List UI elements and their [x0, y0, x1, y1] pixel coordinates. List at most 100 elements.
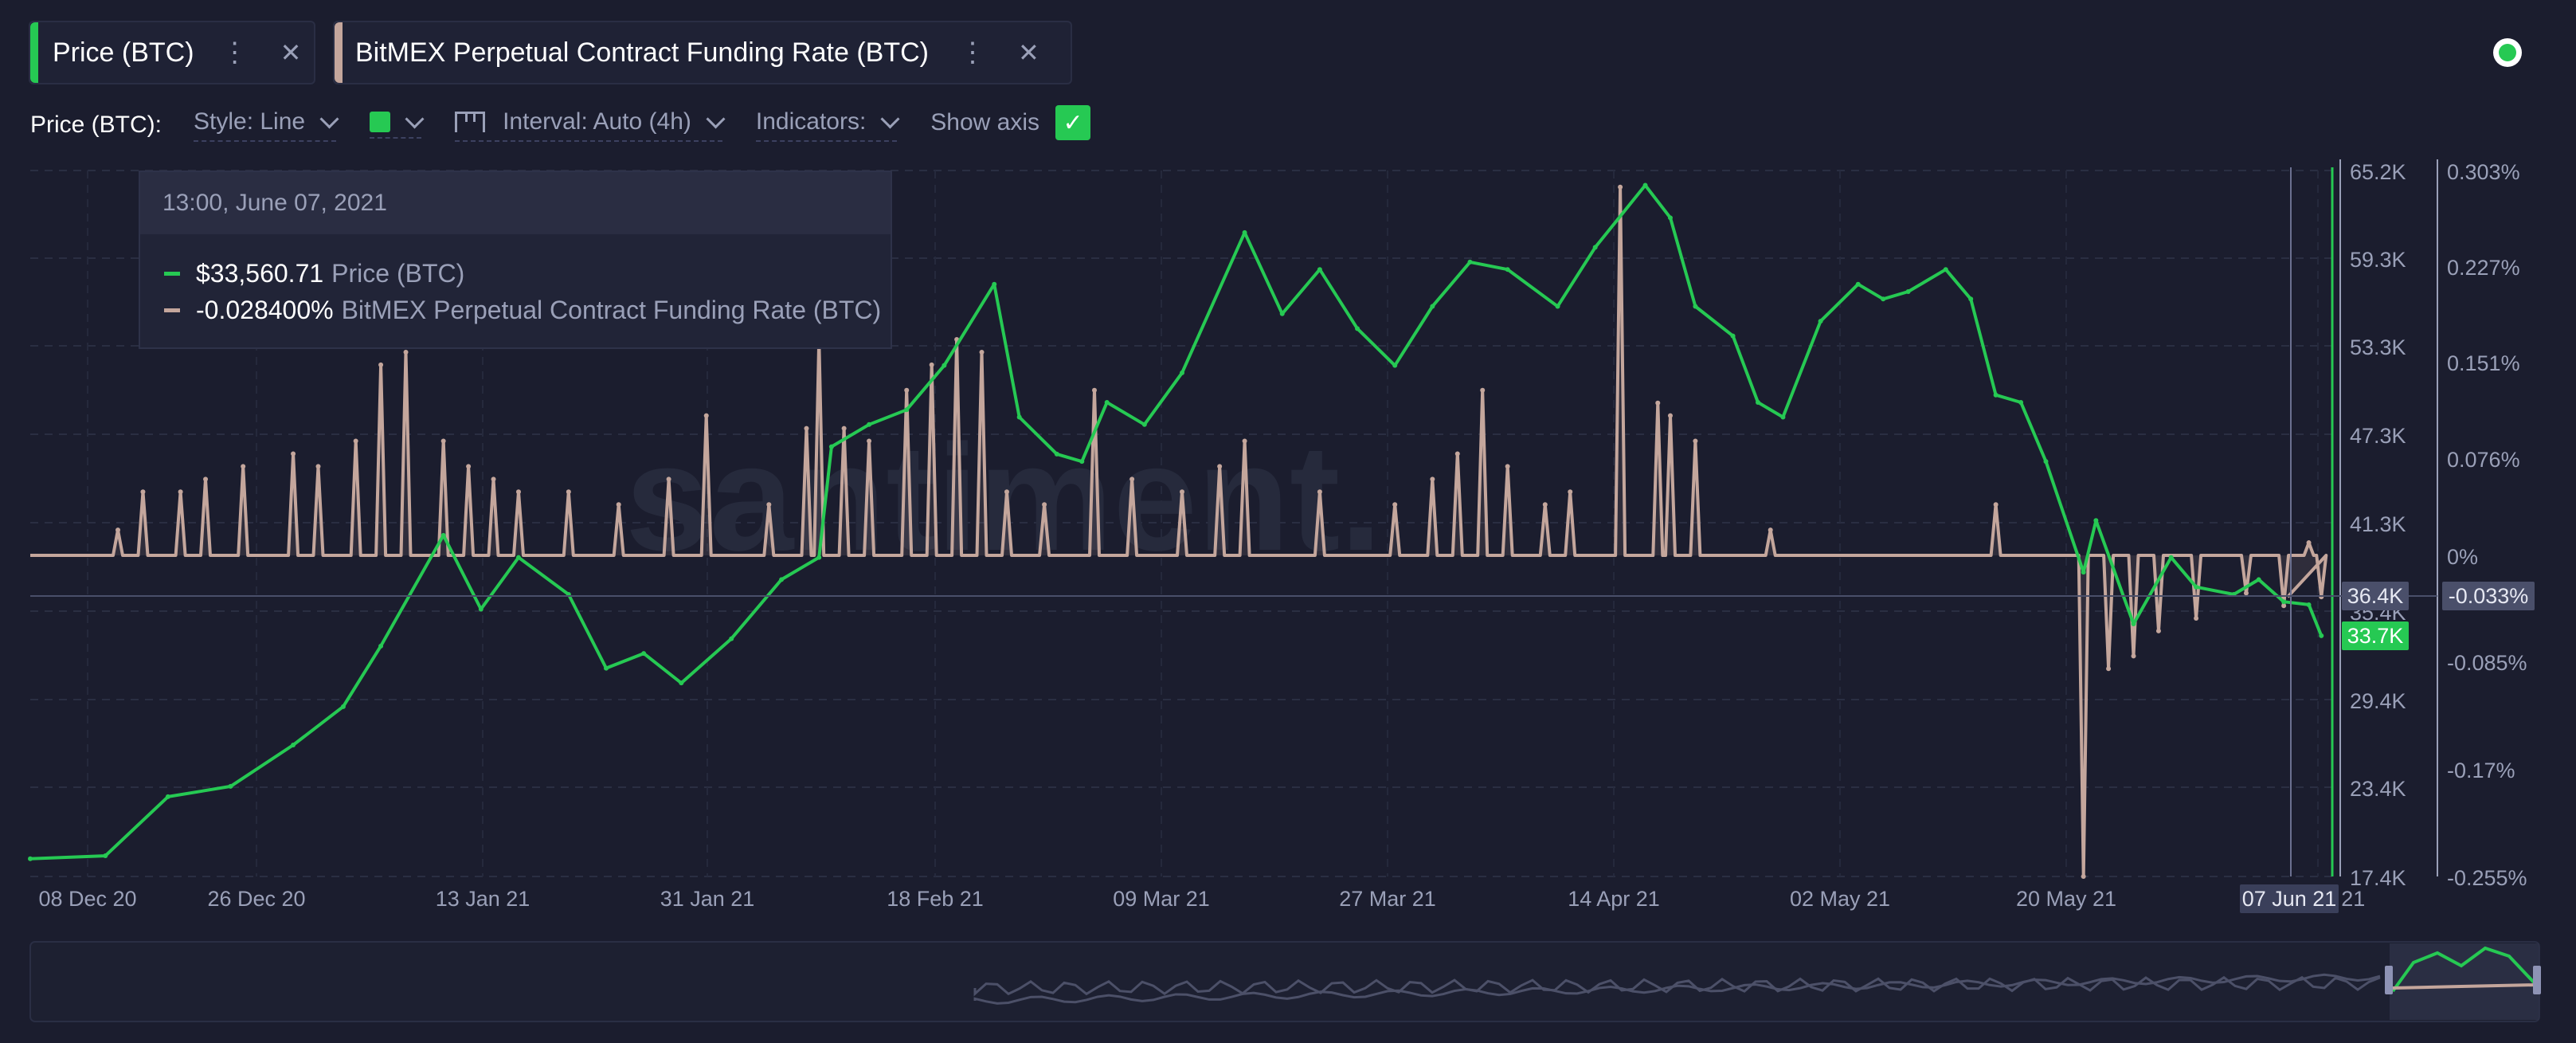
funding-point	[2281, 603, 2287, 609]
more-options-icon[interactable]: ⋮	[958, 37, 986, 68]
funding-point	[491, 476, 496, 482]
price-point	[2168, 555, 2174, 560]
price-point	[1780, 414, 1786, 420]
funding-point	[1568, 489, 1573, 495]
funding-point	[140, 489, 146, 495]
price-hover-marker-bg	[2342, 582, 2409, 610]
price-point	[1054, 451, 1059, 457]
tab-price-btc[interactable]: Price (BTC) ⋮ ✕	[29, 21, 315, 84]
tab-funding-rate[interactable]: BitMEX Perpetual Contract Funding Rate (…	[333, 21, 1072, 84]
funding-point	[1505, 464, 1510, 469]
price-tick-label: 17.4K	[2350, 866, 2406, 890]
x-tick-label: 02 May 21	[1790, 887, 1890, 911]
funding-point	[353, 438, 358, 444]
price-point	[1555, 304, 1560, 309]
watermark: santiment.	[625, 414, 1382, 582]
funding-point	[2106, 666, 2112, 672]
funding-tick-label: 0.151%	[2447, 351, 2520, 375]
price-point	[2018, 400, 2024, 406]
funding-point	[566, 489, 571, 495]
indicators-label: Indicators:	[755, 108, 867, 135]
interval-dropdown[interactable]: Interval: Auto (4h)	[455, 108, 726, 142]
price-point	[1730, 333, 1736, 339]
series-color-dash	[164, 308, 180, 312]
price-point	[1993, 392, 1999, 398]
funding-point	[1242, 438, 1247, 444]
indicators-dropdown[interactable]: Indicators:	[755, 108, 900, 142]
price-point	[1242, 229, 1247, 235]
price-series	[28, 182, 2324, 861]
funding-point	[1217, 464, 1223, 469]
price-point	[679, 680, 684, 686]
hover-date-marker: 07 Jun 21	[2242, 887, 2337, 911]
price-point	[2194, 584, 2199, 590]
price-point	[1180, 370, 1184, 375]
funding-point	[1993, 502, 1999, 508]
price-point	[2081, 570, 2086, 575]
funding-point	[378, 362, 384, 367]
price-point	[1467, 259, 1473, 265]
x-tick-label: 08 Dec 20	[38, 887, 136, 911]
price-point	[1141, 422, 1147, 427]
price-point	[228, 783, 233, 789]
interval-label: Interval: Auto (4h)	[503, 108, 691, 135]
price-point	[1667, 215, 1673, 221]
tab-color-bar	[30, 22, 38, 83]
hover-date-marker-bg	[2240, 884, 2339, 913]
funding-point	[115, 527, 121, 533]
funding-last-marker-bg	[2442, 582, 2535, 610]
live-status-indicator[interactable]	[2493, 38, 2522, 67]
price-point	[28, 856, 33, 861]
navigator-minimap	[29, 941, 2541, 1022]
funding-tick-label: 0.303%	[2447, 160, 2520, 184]
funding-tick-label: 0%	[2447, 545, 2478, 569]
style-dropdown[interactable]: Style: Line	[194, 108, 339, 142]
price-point	[165, 794, 170, 799]
price-point	[1943, 267, 1948, 273]
x-tick-label: 27 Mar 21	[1339, 887, 1436, 911]
navigator-selection-price	[2391, 946, 2538, 993]
close-icon[interactable]: ✕	[280, 38, 302, 67]
ruler-icon	[455, 112, 486, 132]
funding-point	[1004, 489, 1009, 495]
price-point	[942, 363, 947, 368]
tooltip-price-value: $33,560.71	[196, 258, 324, 288]
navigator-selection-funding	[2392, 983, 2537, 990]
funding-point	[1180, 489, 1184, 495]
tooltip-date: 13:00, June 07, 2021	[140, 172, 891, 234]
price-point	[904, 407, 910, 413]
funding-tick-label: -0.17%	[2447, 759, 2515, 782]
tab-color-bar	[335, 22, 343, 83]
funding-tick-label: -0.085%	[2447, 651, 2527, 675]
more-options-icon[interactable]: ⋮	[221, 37, 249, 68]
price-point	[515, 555, 521, 560]
funding-point	[1480, 387, 1486, 393]
funding-point	[666, 476, 671, 482]
x-tick-label: 31 Jan 21	[660, 887, 755, 911]
price-point	[103, 853, 108, 859]
price-point	[641, 651, 647, 657]
tooltip-funding-name: BitMEX Perpetual Contract Funding Rate (…	[341, 295, 882, 324]
funding-point	[1693, 438, 1698, 444]
funding-point	[1392, 502, 1398, 508]
price-point	[2043, 459, 2049, 465]
price-point	[2281, 599, 2287, 605]
price-point	[2306, 602, 2312, 607]
price-point	[1642, 182, 1648, 188]
tooltip-price-name: Price (BTC)	[331, 258, 465, 288]
tab-label: Price (BTC)	[53, 37, 194, 68]
show-axis-checkbox[interactable]: ✓	[1055, 105, 1091, 140]
price-last-marker: 33.7K	[2347, 624, 2404, 648]
funding-point	[403, 349, 409, 355]
color-dropdown[interactable]	[370, 108, 425, 139]
funding-point	[2306, 540, 2312, 546]
close-icon[interactable]: ✕	[1017, 38, 1039, 67]
price-point	[604, 665, 609, 671]
price-tick-label: 47.3K	[2350, 424, 2406, 448]
funding-tick-label: 0.227%	[2447, 256, 2520, 280]
navigator-handle-left	[2385, 966, 2393, 994]
price-point	[1355, 326, 1360, 331]
show-axis-toggle[interactable]: Show axis ✓	[930, 105, 1091, 145]
navigator-handle-right	[2533, 966, 2541, 994]
